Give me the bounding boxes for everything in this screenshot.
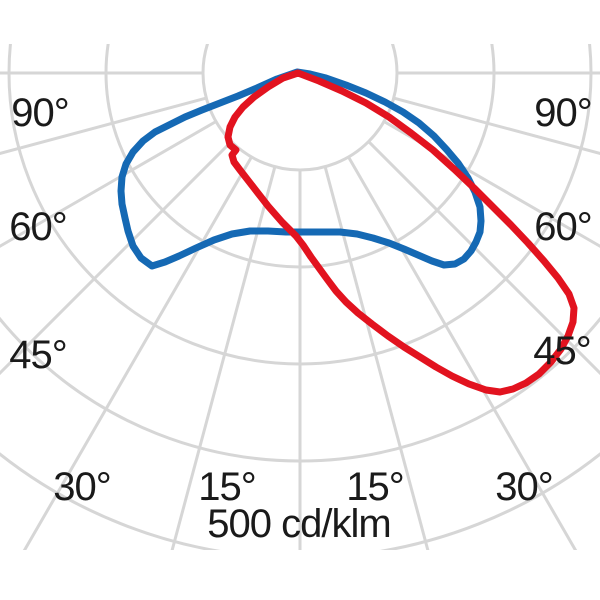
grid-radial (383, 120, 600, 248)
angle-label: 45° (533, 329, 591, 373)
angle-label: 15° (198, 465, 256, 509)
angle-label: 60° (9, 205, 67, 249)
angle-label: 90° (534, 91, 592, 135)
grid-radial (323, 166, 430, 550)
angle-label: 60° (534, 205, 592, 249)
blue-intensity-curve (117, 68, 485, 270)
scale-label: 500 cd/klm (207, 502, 390, 546)
red-intensity-curve (224, 69, 578, 396)
grid-radial (367, 140, 600, 376)
grid-radial (393, 96, 600, 155)
angle-label: 15° (346, 465, 404, 509)
angle-label: 30° (495, 465, 553, 509)
grid-radial (22, 156, 253, 550)
grid-radial (0, 120, 217, 248)
angle-label: 30° (53, 465, 111, 509)
grid-radial (347, 156, 578, 550)
angle-label: 45° (9, 333, 67, 377)
angle-label: 90° (11, 91, 69, 135)
grid-radial (0, 96, 207, 155)
grid-radial (0, 140, 233, 376)
grid-radial (170, 166, 277, 550)
